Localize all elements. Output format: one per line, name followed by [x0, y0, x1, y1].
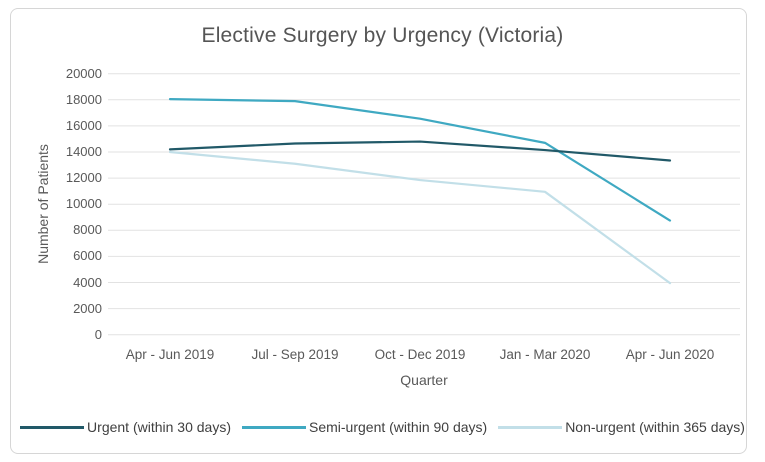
legend-entry: Urgent (within 30 days) — [20, 419, 231, 435]
y-tick-label: 8000 — [73, 222, 102, 238]
series-line-non-urgent — [168, 150, 672, 285]
x-tick-label: Jan - Mar 2020 — [499, 347, 591, 362]
x-tick-label: Apr - Jun 2020 — [625, 347, 715, 362]
y-tick-label: 12000 — [65, 170, 102, 186]
legend-entry: Semi-urgent (within 90 days) — [242, 419, 487, 435]
series-line-semi-urgent — [168, 98, 672, 222]
y-tick-label: 4000 — [73, 274, 102, 290]
x-tick-label: Jul - Sep 2019 — [251, 347, 339, 362]
legend-label: Urgent (within 30 days) — [87, 419, 231, 435]
y-tick-label: 18000 — [65, 91, 102, 107]
y-tick-label: 20000 — [65, 65, 102, 81]
series-line-urgent — [168, 140, 672, 162]
y-tick-label: 14000 — [65, 144, 102, 159]
legend-line-swatch — [20, 425, 85, 429]
x-tick-label: Apr - Jun 2019 — [125, 347, 215, 362]
x-axis-title: Quarter — [400, 372, 448, 388]
legend-line-swatch — [498, 425, 563, 429]
y-tick-label: 10000 — [65, 196, 102, 212]
legend-line-swatch — [242, 425, 306, 429]
legend-label: Non-urgent (within 365 days) — [565, 419, 745, 435]
y-tick-label: 6000 — [73, 248, 102, 264]
legend-label: Semi-urgent (within 90 days) — [309, 419, 488, 435]
y-axis-title: Number of Patients — [35, 144, 51, 264]
chart-title: Elective Surgery by Urgency (Victoria) — [201, 24, 564, 47]
x-tick-label: Oct - Dec 2019 — [374, 347, 466, 362]
legend-entry: Non-urgent (within 365 days) — [498, 419, 745, 435]
y-tick-label: 16000 — [65, 117, 102, 133]
y-tick-label: 2000 — [73, 300, 102, 316]
chart-legend: Urgent (within 30 days) Semi-urgent (with… — [0, 419, 765, 435]
y-tick-label: 0 — [94, 326, 102, 342]
chart-card — [10, 8, 747, 454]
